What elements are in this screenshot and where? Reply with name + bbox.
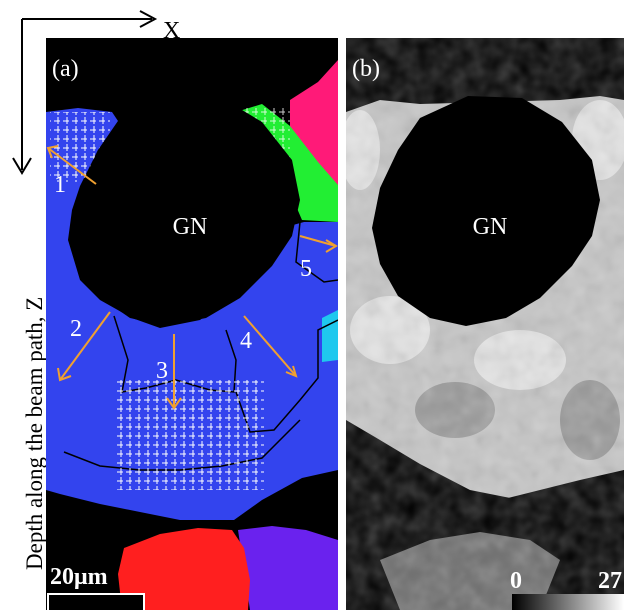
colorbar-max-label: 27 [598, 568, 622, 594]
panel-a-label: (a) [52, 56, 79, 82]
z-axis-label: Depth along the beam path, Z [22, 297, 47, 570]
arrow-grain-2 [59, 311, 111, 381]
nodule-label-a: GN [173, 214, 208, 240]
grain-label-4: 4 [240, 328, 252, 354]
grain-red [118, 528, 250, 610]
colorbar [512, 594, 624, 610]
arrow-grain-4 [243, 315, 297, 377]
grain-violet [238, 526, 338, 610]
grain-label-3: 3 [156, 358, 168, 384]
grain-direction-arrows [46, 145, 338, 410]
panel-b-label: (b) [352, 56, 380, 82]
colorbar-min-label: 0 [510, 568, 522, 594]
scale-bar-label: 20μm [50, 564, 108, 590]
grain-label-1: 1 [54, 172, 66, 198]
graphite-nodule-a [72, 96, 300, 326]
axis-indicator: X Depth along the beam path, Z [12, 10, 180, 570]
panel-b-intensity-map: GN (b) 0 27 [346, 38, 624, 610]
arrow-grain-1 [47, 147, 97, 185]
low-angle-boundary-network [114, 380, 264, 490]
x-axis-label: X [163, 18, 180, 44]
grain-label-2: 2 [70, 316, 82, 342]
x-axis-arrowhead [139, 10, 158, 28]
scale-bar [47, 593, 145, 610]
graphite-nodule-b [372, 96, 600, 326]
nodule-label-b: GN [473, 214, 508, 240]
grain-cyan [322, 310, 338, 362]
arrow-grain-5 [299, 235, 337, 247]
grain-label-5: 5 [300, 256, 312, 282]
z-axis-arrowhead [12, 157, 32, 175]
grain-magenta [290, 60, 338, 190]
panel-a-orientation-map: GN 1 2 3 4 5 (a) 20μm [46, 38, 338, 610]
